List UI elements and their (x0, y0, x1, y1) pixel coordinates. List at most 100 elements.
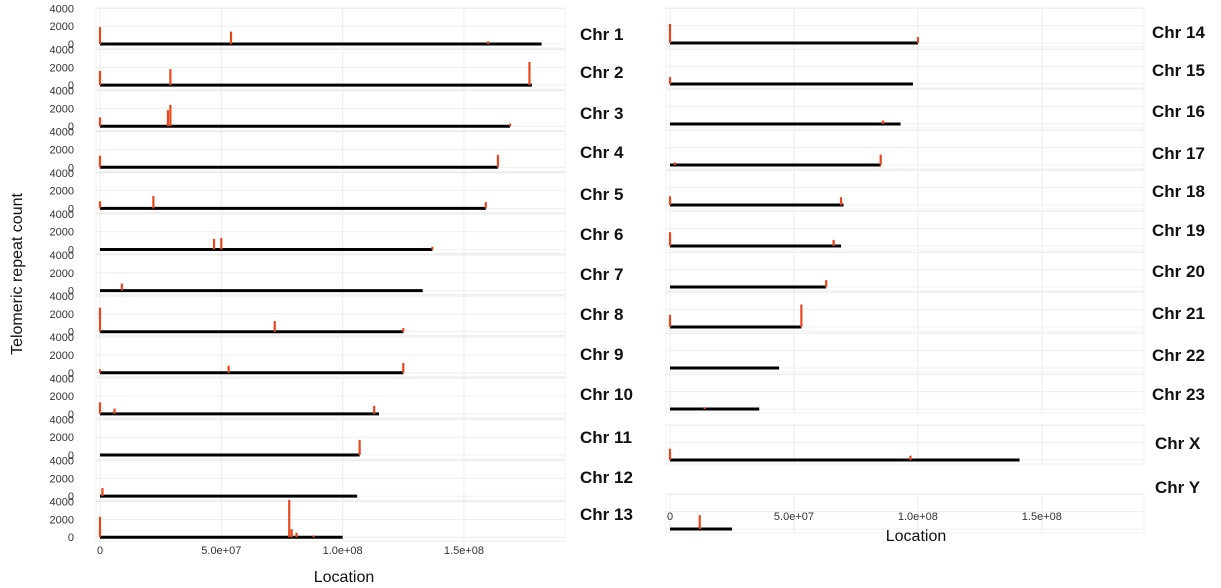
x-tick-label: 1.5e+08 (444, 545, 484, 557)
panel-strip (95, 459, 566, 501)
y-tick-label: 4000 (50, 209, 74, 221)
chromosome-label: Chr 16 (1152, 102, 1205, 121)
y-tick-label: 2000 (50, 268, 74, 280)
y-tick-label: 0 (68, 39, 74, 51)
y-tick-label: 4000 (50, 497, 74, 509)
y-tick-label: 4000 (50, 373, 74, 385)
y-tick-label: 0 (68, 121, 74, 133)
x-tick-label: 5.0e+07 (774, 511, 814, 523)
y-tick-label: 2000 (50, 62, 74, 74)
chromosome-label: Chr 22 (1152, 346, 1205, 365)
y-tick-label: 4000 (50, 86, 74, 98)
chromosome-label: Chr 5 (580, 185, 623, 204)
chromosome-label: Chr 6 (580, 225, 623, 244)
y-tick-label: 2000 (50, 186, 74, 198)
chromosome-label: Chr 8 (580, 305, 623, 324)
panel-strip (95, 336, 566, 378)
chromosome-label: Chr 7 (580, 265, 623, 284)
chromosome-label: Chr 4 (580, 143, 624, 162)
y-tick-label: 2000 (50, 145, 74, 157)
panel-strip (665, 373, 1145, 414)
panel-strip (95, 500, 566, 542)
panel-strip (665, 493, 1145, 534)
chromosome-label: Chr 2 (580, 63, 623, 82)
chromosome-label: Chr 10 (580, 385, 633, 404)
chromosome-label: Chr 23 (1152, 385, 1205, 404)
chromosome-label: Chr Y (1155, 478, 1201, 497)
x-axis-title-right: Location (886, 528, 947, 545)
x-tick-label: 0 (667, 511, 673, 523)
panel-strip (95, 48, 566, 90)
chromosome-label: Chr 19 (1152, 221, 1205, 240)
y-tick-label: 2000 (50, 432, 74, 444)
x-tick-label: 1.0e+08 (898, 511, 938, 523)
y-tick-label: 4000 (50, 332, 74, 344)
y-tick-label: 0 (68, 409, 74, 421)
y-tick-label: 0 (68, 286, 74, 298)
panel-strip (95, 295, 566, 337)
panel-strip (95, 7, 566, 49)
y-tick-label: 0 (68, 491, 74, 503)
y-tick-label: 4000 (50, 45, 74, 57)
panel-strip (95, 172, 566, 213)
chromosome-label: Chr 11 (580, 428, 632, 447)
chromosome-label: Chr 13 (580, 505, 633, 524)
panel-strip (95, 377, 566, 419)
y-tick-label: 2000 (50, 391, 74, 403)
panel-strip (665, 7, 1145, 48)
y-tick-label: 4000 (50, 456, 74, 468)
y-axis-title: Telomeric repeat count (9, 193, 26, 355)
chromosome-label: Chr 1 (580, 25, 623, 44)
x-axis-title-left: Location (314, 569, 375, 586)
panel-strip (95, 213, 566, 254)
chromosome-label: Chr 9 (580, 345, 623, 364)
chromosome-label: Chr 3 (580, 104, 623, 123)
y-tick-label: 0 (68, 368, 74, 380)
x-axis-ticks: 0 5.0e+07 1.0e+08 1.5e+08 0 5.0e+07 1.0e+08 1.5… (97, 511, 1062, 557)
y-tick-label: 4000 (50, 250, 74, 262)
panel-strip (95, 254, 566, 295)
y-tick-label: 4000 (50, 168, 74, 180)
chromosome-label: Chr 15 (1152, 61, 1205, 80)
y-tick-label: 0 (68, 327, 74, 339)
chromosome-labels: Chr 1 Chr 2 Chr 3 Chr 4 Chr 5 Chr 6 Chr 7 Chr 8… (580, 23, 1205, 524)
panel-strip (665, 210, 1145, 251)
panel-strip (665, 88, 1145, 129)
x-tick-label: 1.5e+08 (1022, 511, 1062, 523)
y-tick-label: 2000 (50, 21, 74, 33)
x-tick-label: 5.0e+07 (201, 545, 241, 557)
chromosome-label: Chr 17 (1152, 144, 1205, 163)
panel-strip (95, 89, 566, 131)
chromosome-label: Chr 14 (1152, 23, 1205, 42)
panel-strip (665, 48, 1145, 89)
y-tick-label: 4000 (50, 291, 74, 303)
y-tick-label: 0 (68, 80, 74, 92)
y-tick-label: 0 (68, 245, 74, 257)
left-panel: 4000200004000200004000200004000200004000… (50, 3, 566, 544)
chromosome-label: Chr 20 (1152, 262, 1205, 281)
y-tick-label: 0 (68, 450, 74, 462)
y-tick-label: 2000 (50, 103, 74, 115)
chromosome-label: Chr 12 (580, 468, 633, 487)
panel-strip (665, 129, 1145, 170)
panel-strip (665, 424, 1145, 465)
panel-strip (665, 169, 1145, 210)
y-tick-label: 2000 (50, 350, 74, 362)
panel-strip (665, 251, 1145, 292)
y-tick-label: 0 (68, 203, 74, 215)
x-tick-label: 1.0e+08 (323, 545, 363, 557)
right-panel (665, 7, 1145, 534)
chromosome-label: Chr 18 (1152, 182, 1205, 201)
chromosome-label: Chr 21 (1152, 304, 1205, 323)
x-tick-label: 0 (97, 545, 103, 557)
y-tick-label: 2000 (50, 514, 74, 526)
panel-strip (95, 131, 566, 172)
y-tick-label: 0 (68, 162, 74, 174)
chromosome-label: Chr X (1155, 434, 1201, 453)
y-tick-label: 2000 (50, 473, 74, 485)
y-tick-label: 2000 (50, 227, 74, 239)
y-tick-label: 4000 (50, 414, 74, 426)
y-tick-label: 4000 (50, 3, 74, 15)
y-tick-label: 2000 (50, 309, 74, 321)
